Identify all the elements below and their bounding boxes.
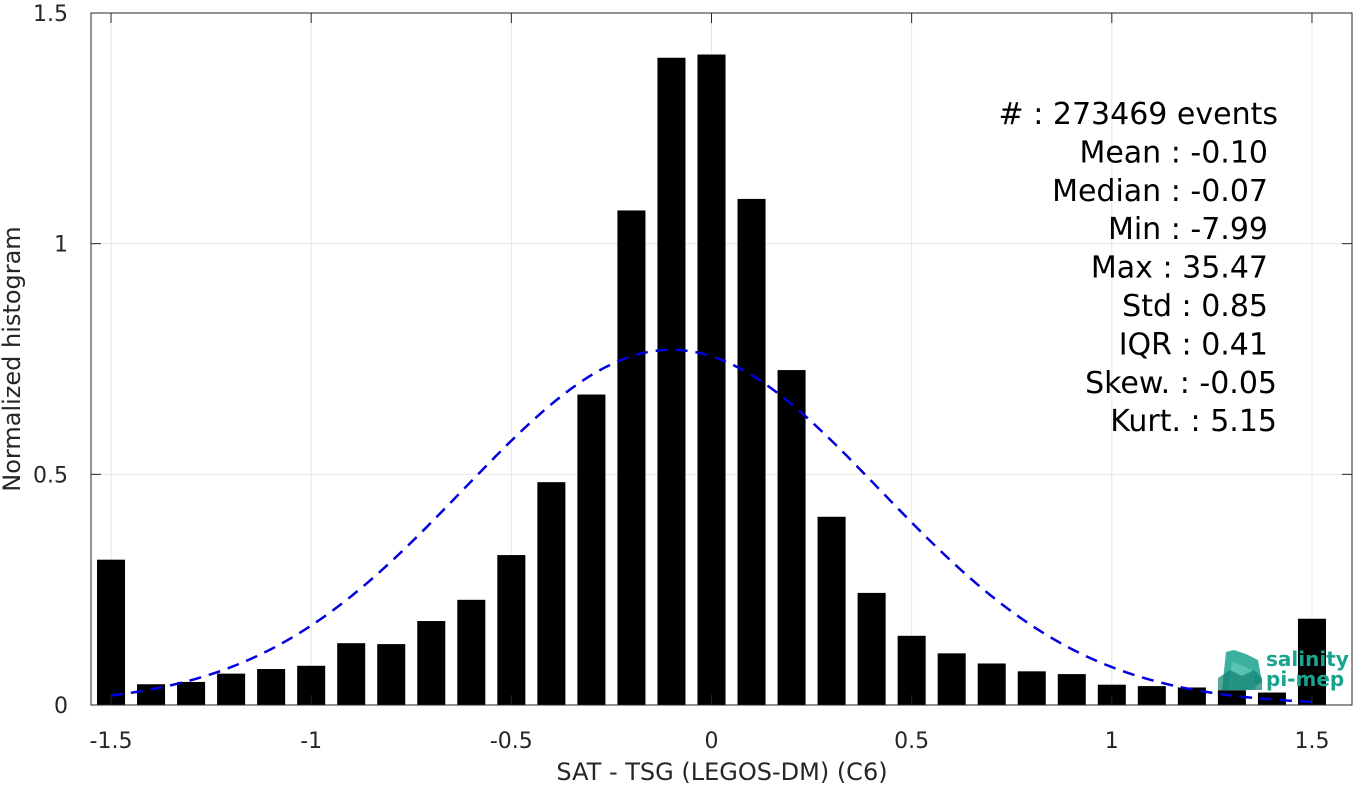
plot-frame	[90, 12, 1353, 706]
logo-text-pi-mep: pi-mep	[1266, 667, 1344, 691]
histogram-bar	[697, 54, 726, 705]
histogram-bar	[1057, 674, 1086, 705]
stat-line: Max : 35.47	[1091, 251, 1268, 286]
stat-line: Mean : -0.10	[1079, 135, 1268, 170]
y-tick-label: 0	[54, 694, 68, 719]
histogram-bar	[137, 684, 166, 705]
y-axis-label: Normalized histogram	[0, 226, 26, 491]
x-tick-label: -0.5	[490, 729, 533, 754]
stat-line: Min : -7.99	[1108, 212, 1268, 247]
stat-line: # : 273469 events	[999, 97, 1278, 132]
histogram-bar	[1137, 686, 1166, 705]
histogram-bar	[497, 555, 526, 705]
histogram-bar	[817, 516, 846, 705]
x-tick-label: 1	[1105, 729, 1119, 754]
histogram-bar	[617, 210, 646, 705]
x-axis-label: SAT - TSG (LEGOS-DM) (C6)	[556, 758, 887, 785]
y-tick-label: 0.5	[33, 463, 68, 488]
stat-line: Skew. : -0.05	[1085, 366, 1277, 401]
histogram-bar	[377, 644, 406, 705]
histogram-bar	[1177, 687, 1206, 705]
x-tick-label: -1.5	[90, 729, 133, 754]
histogram-bar	[1017, 671, 1046, 705]
x-tick-label: 0	[704, 729, 718, 754]
x-tick-label: 0.5	[894, 729, 929, 754]
logo-mark-icon	[1218, 650, 1262, 690]
histogram-bar	[1097, 684, 1126, 705]
x-tick-labels: -1.5 -1 -0.5 0 0.5 1 1.5	[90, 729, 1330, 754]
histogram-bar	[417, 621, 446, 705]
histogram-bar	[177, 681, 206, 705]
histogram-bar	[457, 599, 486, 705]
y-tick-labels: 0 0.5 1 1.5	[33, 2, 68, 719]
histogram-bar	[577, 394, 606, 705]
x-tick-label: 1.5	[1294, 729, 1329, 754]
stat-line: Kurt. : 5.15	[1110, 404, 1277, 439]
histogram-bar	[97, 559, 126, 705]
histogram-bars	[97, 54, 1326, 706]
histogram-bar	[217, 673, 246, 705]
histogram-bar	[1297, 618, 1326, 705]
salinity-pi-mep-logo: salinity pi-mep	[1218, 647, 1349, 691]
histogram-bar	[537, 482, 566, 705]
stat-line: Median : -0.07	[1052, 174, 1268, 209]
histogram-bar	[737, 198, 766, 705]
histogram-bar	[257, 669, 286, 705]
gaussian-fit-curve	[110, 348, 1313, 704]
logo-text-salinity: salinity	[1266, 647, 1349, 671]
stat-line: Std : 0.85	[1122, 289, 1268, 324]
histogram-bar	[937, 653, 966, 705]
x-tick-label: -1	[300, 729, 322, 754]
y-tick-label: 1.5	[33, 2, 68, 27]
axis-ticks	[91, 12, 1352, 706]
histogram-bar	[897, 635, 926, 705]
y-tick-label: 1	[54, 233, 68, 258]
histogram-bar	[337, 643, 366, 705]
histogram-bar	[977, 663, 1006, 705]
histogram-bar	[777, 370, 806, 705]
histogram-bar	[857, 592, 886, 705]
stat-line: IQR : 0.41	[1119, 327, 1268, 362]
histogram-bar	[657, 57, 686, 706]
